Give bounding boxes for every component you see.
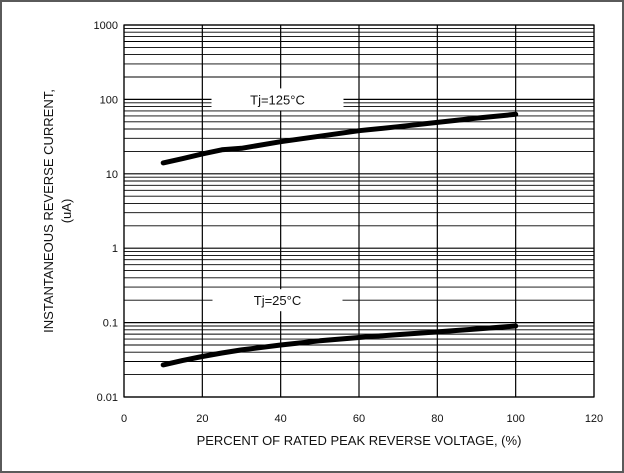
series-label: Tj=25°C bbox=[254, 293, 301, 308]
series-label-background bbox=[211, 88, 344, 111]
y-axis-title-line-1: INSTANTANEOUS REVERSE CURRENT, bbox=[41, 89, 56, 333]
x-axis-ticks: 0 20 40 60 80 100 120 bbox=[121, 413, 603, 425]
y-tick-label: 1000 bbox=[94, 20, 118, 32]
x-tick-label: 60 bbox=[353, 413, 365, 425]
x-tick-label: 100 bbox=[506, 413, 524, 425]
annotation-layer: Tj=125°C Tj=25°C bbox=[211, 88, 344, 312]
series-layer bbox=[160, 111, 519, 368]
series-label: Tj=125°C bbox=[250, 92, 305, 107]
y-axis-ticks: 0.01 0.1 1 10 100 1000 bbox=[94, 20, 118, 404]
y-tick-label: 1 bbox=[112, 243, 118, 255]
x-tick-label: 120 bbox=[585, 413, 603, 425]
x-tick-label: 80 bbox=[431, 413, 443, 425]
series-label-background bbox=[212, 289, 343, 312]
y-tick-label: 0.1 bbox=[103, 318, 118, 330]
x-axis-title: PERCENT OF RATED PEAK REVERSE VOLTAGE, (… bbox=[197, 433, 522, 448]
series-line-tj-125c bbox=[160, 111, 519, 166]
series-line-tj-25c bbox=[160, 323, 519, 368]
y-axis-title-line-2: (uA) bbox=[59, 199, 74, 224]
y-tick-label: 10 bbox=[106, 169, 118, 181]
plot-border bbox=[123, 24, 595, 398]
x-tick-label: 0 bbox=[121, 413, 127, 425]
y-tick-label: 0.01 bbox=[97, 392, 118, 404]
x-tick-label: 20 bbox=[196, 413, 208, 425]
y-tick-label: 100 bbox=[100, 94, 118, 106]
x-tick-label: 40 bbox=[275, 413, 287, 425]
major-grid bbox=[123, 24, 595, 398]
